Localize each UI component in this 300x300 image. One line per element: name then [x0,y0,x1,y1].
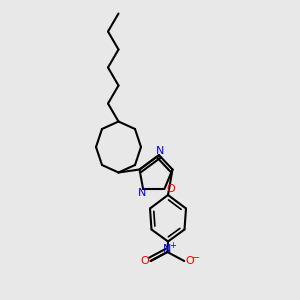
Text: O: O [186,256,195,266]
Text: N: N [163,244,172,254]
Text: −: − [191,253,200,263]
Text: N: N [156,146,165,156]
Text: +: + [169,241,176,250]
Text: N: N [137,188,146,199]
Text: O: O [141,256,150,266]
Text: O: O [167,184,176,194]
